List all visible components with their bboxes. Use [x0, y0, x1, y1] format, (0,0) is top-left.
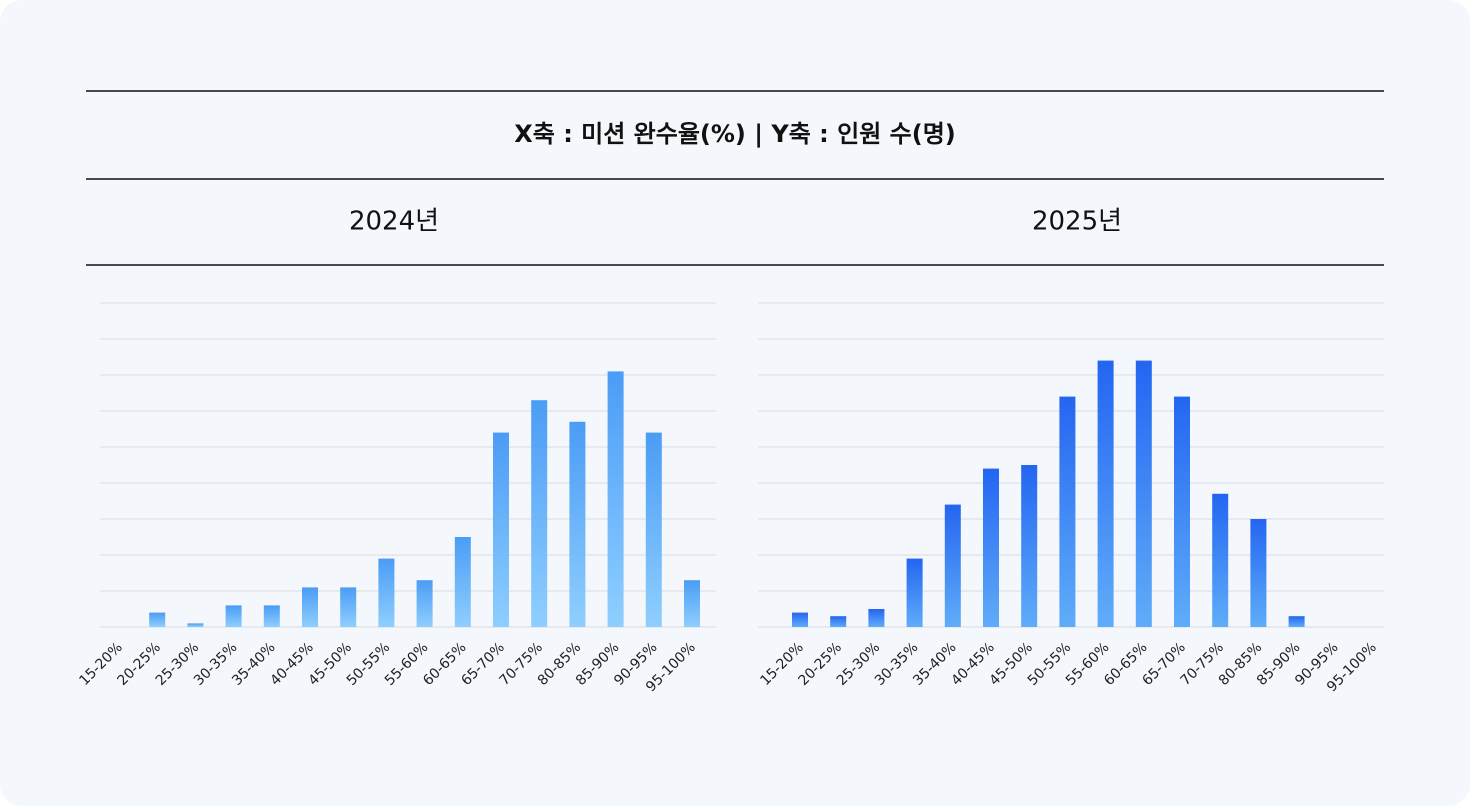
bar [830, 616, 847, 627]
chart-title: 2024년 [349, 207, 439, 237]
bar [1250, 519, 1267, 627]
bar [493, 432, 509, 627]
bar [792, 612, 808, 627]
bar [1097, 360, 1114, 627]
bar [1288, 616, 1305, 627]
bar [302, 587, 318, 627]
bar [454, 537, 471, 627]
bar [645, 432, 662, 627]
bar [607, 371, 624, 627]
chart-title: 2025년 [1032, 207, 1122, 237]
bar [416, 580, 433, 627]
bar [684, 580, 700, 627]
bar [531, 400, 548, 627]
bar [225, 605, 242, 627]
bar [149, 612, 166, 627]
bar [1135, 360, 1152, 627]
bar [569, 421, 586, 627]
bar [944, 504, 961, 627]
bar [983, 468, 999, 627]
bar [187, 623, 204, 627]
bar [378, 558, 395, 627]
bar [1212, 493, 1229, 627]
bar [906, 558, 923, 627]
axis-caption: X축 : 미션 완수율(%) | Y축 : 인원 수(명) [514, 120, 956, 148]
bar [263, 605, 280, 627]
bar [1021, 465, 1038, 627]
bar [868, 609, 885, 627]
bar [1059, 396, 1076, 627]
bar [340, 587, 357, 627]
bar [1174, 396, 1190, 627]
